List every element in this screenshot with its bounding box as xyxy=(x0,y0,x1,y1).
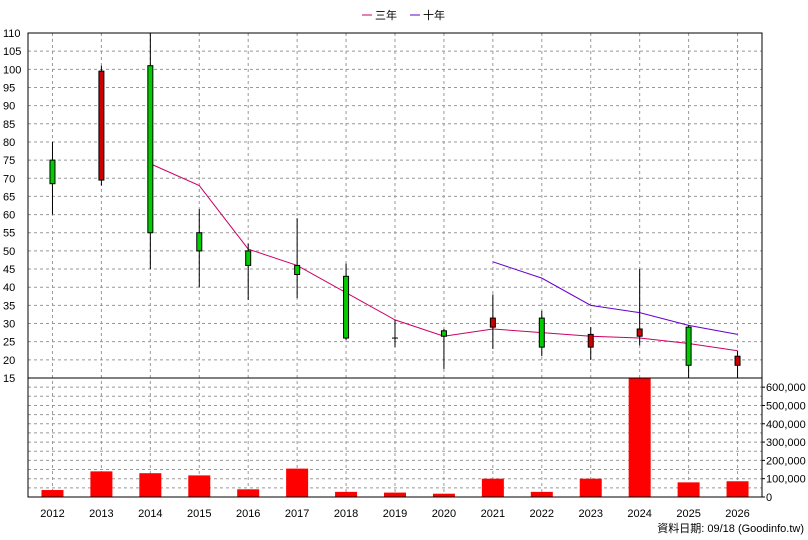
year-tick-label: 2016 xyxy=(236,508,260,520)
year-tick-label: 2017 xyxy=(285,508,309,520)
volume-tick-label: 600,000 xyxy=(766,382,806,394)
plot-frame xyxy=(27,32,763,498)
price-tick-label: 105 xyxy=(3,46,21,58)
candle-body xyxy=(196,232,203,252)
price-tick-label: 80 xyxy=(3,137,15,149)
volume-bar xyxy=(335,491,358,497)
price-tick-label: 65 xyxy=(3,191,15,203)
candle-body xyxy=(343,275,350,339)
axis-labels: 1520253035404550556065707580859095100105… xyxy=(3,28,806,520)
volume-bar xyxy=(481,478,504,497)
volume-tick-label: 0 xyxy=(766,492,772,504)
volume-bar xyxy=(530,491,553,497)
volume-bar xyxy=(188,475,211,497)
legend: 三年 十年 xyxy=(362,8,445,22)
volume-bar xyxy=(432,493,455,497)
volume-bar xyxy=(579,478,602,497)
candle-body xyxy=(49,159,56,185)
volume-bar xyxy=(384,492,406,497)
year-tick-label: 2013 xyxy=(89,508,113,520)
footer-note: 資料日期: 09/18 (Goodinfo.tw) xyxy=(657,521,804,535)
year-tick-label: 2026 xyxy=(725,508,749,520)
price-tick-label: 25 xyxy=(3,337,15,349)
candle-body xyxy=(685,326,692,366)
volume-bar xyxy=(90,471,113,497)
year-tick-label: 2012 xyxy=(40,508,64,520)
volume-bar xyxy=(237,489,260,497)
volume-tick-label: 100,000 xyxy=(766,474,806,486)
legend-label-10yr: 十年 xyxy=(423,8,445,22)
price-tick-label: 15 xyxy=(3,373,15,385)
year-tick-label: 2019 xyxy=(383,508,407,520)
price-tick-label: 85 xyxy=(3,119,15,131)
price-tick-label: 50 xyxy=(3,246,15,258)
volume-bars xyxy=(41,378,749,497)
grid xyxy=(28,32,762,498)
year-tick-label: 2023 xyxy=(578,508,602,520)
price-tick-label: 45 xyxy=(3,264,15,276)
candle-body xyxy=(587,333,594,348)
price-tick-label: 40 xyxy=(3,282,15,294)
candle-body xyxy=(440,330,447,337)
price-tick-label: 75 xyxy=(3,155,15,167)
candlesticks xyxy=(49,33,741,378)
year-tick-label: 2024 xyxy=(627,508,651,520)
candle-body xyxy=(147,65,154,234)
candle-body xyxy=(538,317,545,348)
volume-bar xyxy=(628,378,651,497)
year-tick-label: 2021 xyxy=(481,508,505,520)
price-tick-label: 35 xyxy=(3,300,15,312)
price-tick-label: 30 xyxy=(3,319,15,331)
candle-body xyxy=(98,70,105,181)
year-tick-label: 2014 xyxy=(138,508,162,520)
volume-tick-label: 500,000 xyxy=(766,400,806,412)
price-tick-label: 95 xyxy=(3,82,15,94)
candle-body xyxy=(734,355,741,366)
volume-panel-frame xyxy=(27,377,763,498)
year-tick-label: 2025 xyxy=(676,508,700,520)
volume-bar xyxy=(286,468,309,497)
volume-tick-label: 400,000 xyxy=(766,419,806,431)
price-tick-label: 70 xyxy=(3,173,15,185)
price-tick-label: 60 xyxy=(3,210,15,222)
price-tick-label: 20 xyxy=(3,355,15,367)
candle-body xyxy=(245,250,252,266)
candle-body xyxy=(294,264,301,275)
ma-line-10yr xyxy=(492,261,738,335)
candle-body xyxy=(636,328,643,337)
volume-bar xyxy=(677,482,700,497)
volume-tick-label: 300,000 xyxy=(766,437,806,449)
volume-bar xyxy=(41,490,64,497)
price-tick-label: 90 xyxy=(3,101,15,113)
volume-bar xyxy=(139,473,162,497)
price-tick-label: 100 xyxy=(3,64,21,76)
legend-label-3yr: 三年 xyxy=(375,8,397,22)
volume-bar xyxy=(726,481,749,497)
year-tick-label: 2022 xyxy=(530,508,554,520)
year-tick-label: 2018 xyxy=(334,508,358,520)
price-tick-label: 55 xyxy=(3,228,15,240)
volume-tick-label: 200,000 xyxy=(766,455,806,467)
price-tick-label: 110 xyxy=(3,28,21,40)
year-tick-label: 2015 xyxy=(187,508,211,520)
candle-body xyxy=(489,317,496,328)
year-tick-label: 2020 xyxy=(432,508,456,520)
